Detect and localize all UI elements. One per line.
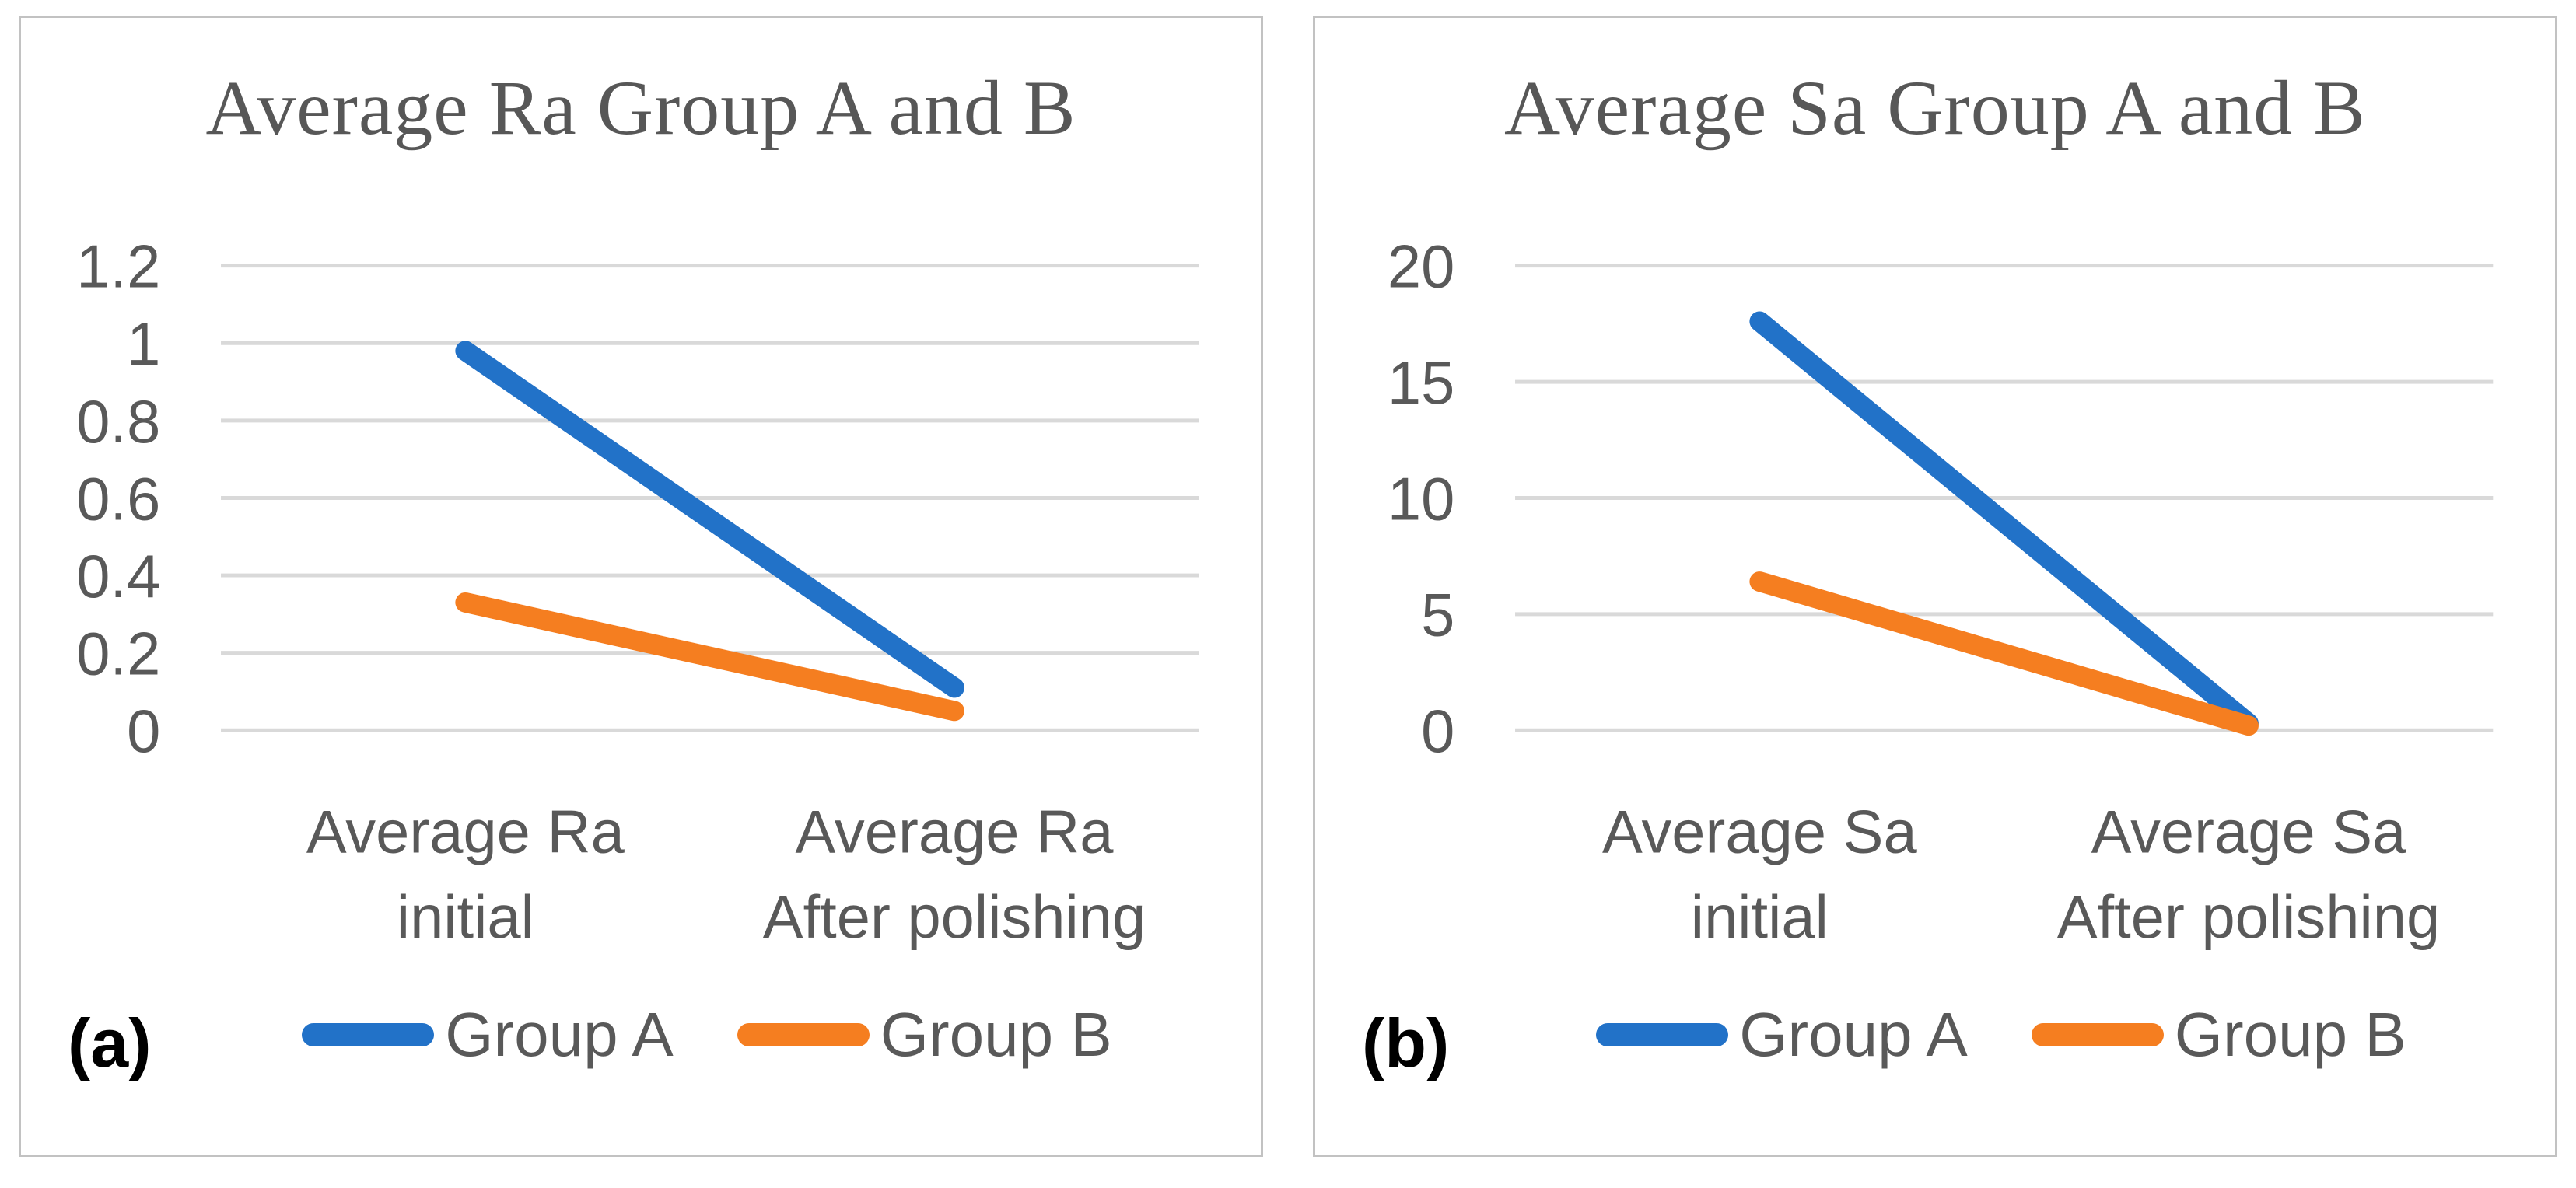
x-category-label: Average Ra initial [306,799,625,952]
y-tick-label: 0.2 [76,621,160,688]
series-line-group-a [455,341,964,698]
legend-line-marker [302,1023,435,1046]
legend-item-group-b: Group B [737,999,1112,1071]
x-category-label: Average Ra After polishing [763,799,1146,952]
line-chart-b: 20 15 10 5 0 Average Sa initial Average Sa After… [1388,234,2494,952]
y-tick-label: 0.6 [76,466,160,533]
legend-item-group-a: Group A [302,999,674,1071]
line-chart-a: 1.2 1 0.8 0.6 0.4 0.2 0 Average Ra initial Averag… [76,234,1199,952]
legend-line-marker [2031,1023,2164,1046]
panel-label-b: (b) [1362,1005,1450,1081]
legend-a: Group A Group B [153,988,1261,1081]
legend-line-marker [1596,1023,1729,1046]
y-tick-label: 20 [1388,234,1454,301]
legend-item-group-b: Group B [2031,999,2406,1071]
y-tick-label: 1 [127,311,160,378]
y-tick-label: 0 [127,698,160,765]
series-line-group-b [455,592,964,722]
legend-label: Group B [2174,1000,2406,1069]
legend-label: Group B [880,1000,1112,1069]
legend-item-group-a: Group A [1596,999,1968,1071]
legend-b: Group A Group B [1447,988,2555,1081]
legend-label: Group A [445,1000,674,1069]
series-line-group-a [1749,311,2259,734]
chart-title-b: Average Sa Group A and B [1503,65,2367,151]
panel-label-a: (a) [68,1005,152,1081]
y-tick-label: 0.8 [76,389,160,456]
y-tick-label: 0.4 [76,543,160,610]
legend-line-marker [737,1023,870,1046]
x-category-label: Average Sa After polishing [2057,799,2440,952]
series-line-group-b [1749,571,2259,736]
chart-panel-b: Average Sa Group A and B 20 15 10 5 0 Average… [1313,16,2557,1157]
chart-panel-a: Average Ra Group A and B 1.2 1 0.8 0.6 0.4 0.… [19,16,1263,1157]
chart-title-a: Average Ra Group A and B [205,65,1076,151]
y-tick-label: 1.2 [76,234,160,301]
legend-label: Group A [1739,1000,1968,1069]
y-tick-label: 10 [1388,466,1454,533]
y-tick-label: 15 [1388,350,1454,417]
x-category-label: Average Sa initial [1602,799,1917,952]
y-tick-label: 5 [1421,582,1454,649]
y-tick-label: 0 [1421,698,1454,765]
